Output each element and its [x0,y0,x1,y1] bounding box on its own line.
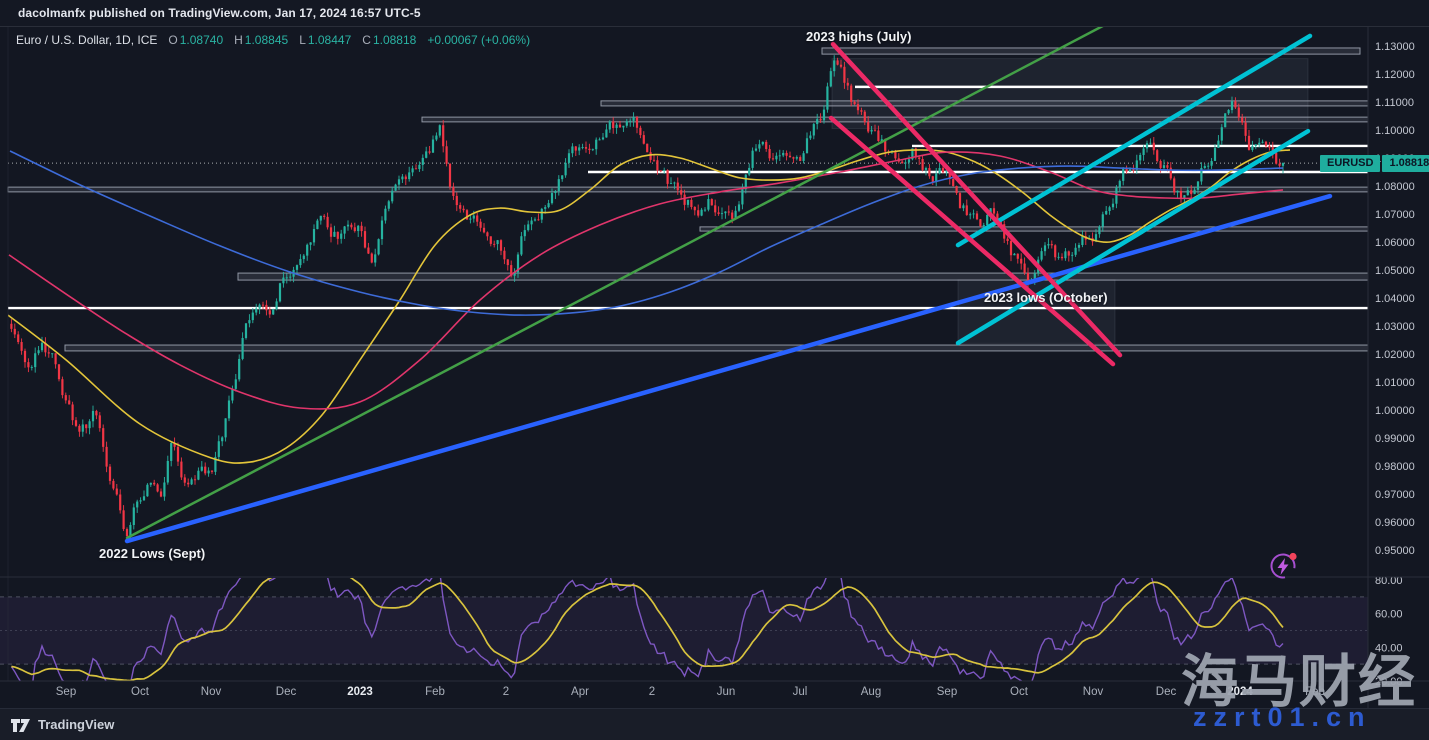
rsi-indicator [10,578,1284,681]
ma-mid-pink [8,151,1284,410]
time-axis[interactable]: Sep Oct Nov Dec 2023 Feb 2 Apr 2 Jun Jul Aug Sep Oct N… [56,686,1325,698]
tradingview-logo-icon[interactable] [10,717,32,733]
annotation-2022-lows: 2022 Lows (Sept) [99,546,206,561]
price-axis-label: 0.98000 [1375,461,1415,473]
price-axis-label: 1.03000 [1375,321,1415,333]
time-axis-month-label: Nov [201,686,222,698]
time-axis-year-label: 2023 [347,686,373,698]
rsi-band-fill [0,596,1368,665]
symbol-title: Euro / U.S. Dollar, 1D, ICE [16,33,158,47]
time-axis-month-label: Dec [276,686,297,698]
price-axis-label: 0.97000 [1375,489,1415,501]
boost-lightning-icon[interactable] [1266,546,1302,584]
footer-bar: TradingView [0,708,1429,740]
time-axis-month-label: Aug [861,686,881,698]
level-zone-box [7,186,1369,193]
green-uptrend-line [125,16,1120,540]
symbol-legend: Euro / U.S. Dollar, 1D, ICE O 1.08740 H 1.… [16,33,530,47]
ohlc-high: H 1.08845 [234,33,289,47]
pink-downtrend-lower-line [828,115,1116,367]
price-axis-label: 0.95000 [1375,545,1415,557]
price-axis-label: 1.06000 [1375,237,1415,249]
ohlc-low: L 1.08447 [299,33,352,47]
price-axis-label: 1.13000 [1375,41,1415,53]
level-zone-box [237,272,1369,281]
cyan-channel-upper-line [955,33,1313,248]
blue-uptrend-line [124,193,1333,544]
cyan-channel-lower-line [955,128,1311,346]
time-axis-month-label: Nov [1083,686,1104,698]
moving-averages [8,149,1291,464]
price-axis-label: 1.02000 [1375,349,1415,361]
time-axis-month-label: Jun [717,686,736,698]
level-zone-box [821,47,1361,55]
price-axis-label: 1.11000 [1375,97,1414,109]
price-tag-value: 1.08818 [1382,154,1429,172]
trendline-drawings[interactable] [124,16,1333,544]
price-axis-label: 1.12000 [1375,69,1415,81]
price-axis-label: 1.01000 [1375,377,1415,389]
notification-dot [1289,552,1297,561]
level-zone-box [699,226,1369,232]
time-axis-month-label: 2 [649,686,655,698]
price-axis-label: 1.04000 [1375,293,1415,305]
price-axis-label: 1.05000 [1375,265,1415,277]
price-axis[interactable]: 1.130001.120001.110001.100001.090001.080… [1375,41,1415,688]
ma-fast-yellow [8,149,1291,464]
boost-circle [1270,553,1296,579]
publish-info-text: dacolmanfx published on TradingView.com,… [18,6,421,20]
annotation-2023-lows: 2023 lows (October) [984,290,1108,305]
lightning-bolt-glyph [1277,558,1289,575]
rsi-axis-label: 40.00 [1375,642,1403,654]
price-axis-label: 1.07000 [1375,209,1415,221]
watermark-url-text: zzrt01.cn [1193,702,1372,732]
rsi-axis-label: 20.00 [1375,676,1403,688]
time-axis-month-label: Feb [425,686,445,698]
level-zone-box [64,344,1369,352]
ohlc-close: C 1.08818 [362,33,417,47]
time-axis-month-label: Sep [937,686,957,698]
rsi-axis-label: 60.00 [1375,609,1403,621]
price-tag-symbol: EURUSD [1320,154,1381,172]
price-axis-label: 1.10000 [1375,125,1415,137]
current-price-tag: EURUSD 1.08818 [1320,154,1429,172]
time-axis-month-label: Apr [571,686,589,698]
pane-borders [0,26,1429,708]
ohlc-open: O 1.08740 [168,33,224,47]
time-axis-month-label: 2 [503,686,509,698]
ma-slow-blue [9,150,1284,316]
time-axis-month-label: Jul [793,686,808,698]
level-zone-box [600,100,1369,107]
publish-info-bar: dacolmanfx published on TradingView.com,… [0,0,1429,27]
tradingview-brand-label[interactable]: TradingView [38,717,115,732]
time-axis-month-label: Sep [56,686,76,698]
time-axis-month-label: Feb [1305,686,1325,698]
price-axis-label: 0.96000 [1375,517,1415,529]
time-axis-month-label: Dec [1156,686,1177,698]
pink-downtrend-upper-line [830,41,1123,358]
annotation-2023-highs: 2023 highs (July) [806,29,912,44]
time-axis-month-label: Oct [1010,686,1029,698]
rsi-line [10,578,1284,681]
price-change: +0.00067 (+0.06%) [427,33,531,47]
rsi-ma-line [11,578,1284,681]
support-resistance-levels[interactable] [7,47,1369,352]
price-axis-label: 0.99000 [1375,433,1415,445]
price-axis-label: 1.00000 [1375,405,1415,417]
price-axis-label: 1.08000 [1375,181,1415,193]
watermark-brand-text: 海马财经 [1181,650,1417,714]
time-axis-year-label: 2024 [1227,686,1253,698]
rsi-axis-label: 80.00 [1375,575,1403,587]
time-axis-month-label: Oct [131,686,150,698]
